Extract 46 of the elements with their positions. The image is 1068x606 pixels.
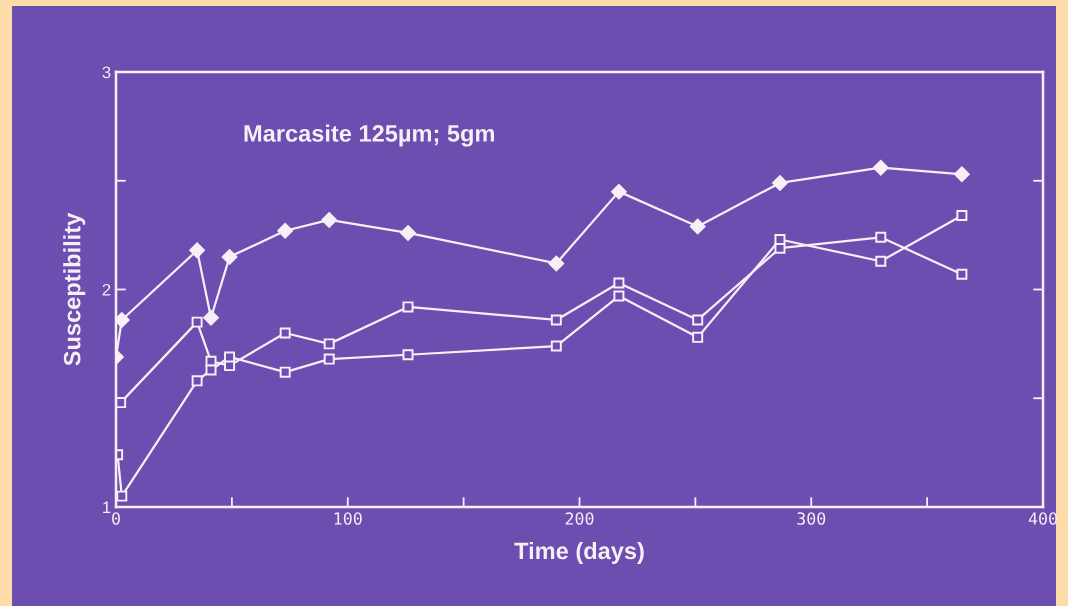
point (191, 316, 203, 328)
point (116, 397, 127, 409)
point (116, 312, 130, 328)
point (613, 277, 625, 289)
text: Marcasite 125µm; 5gm (244, 124, 494, 147)
point (613, 290, 625, 302)
point (402, 301, 414, 313)
point (224, 351, 236, 363)
point (872, 159, 889, 176)
point (191, 375, 203, 387)
point (956, 268, 968, 280)
x-tick-label: 200 (565, 512, 594, 525)
point (692, 331, 704, 343)
point (116, 490, 128, 502)
point (203, 309, 219, 326)
point (772, 175, 788, 191)
y-tick-label: 1 (103, 501, 111, 514)
point (221, 249, 238, 265)
point (277, 222, 294, 239)
point (956, 210, 968, 222)
point (875, 231, 887, 243)
point (689, 218, 706, 235)
y-axis-title: Susceptibility (63, 212, 86, 366)
point (954, 166, 970, 183)
x-axis-title: Time (days) (514, 541, 644, 564)
point (279, 366, 291, 378)
point (279, 327, 291, 339)
point (321, 212, 338, 228)
point (774, 233, 786, 245)
point (548, 255, 565, 272)
point (189, 242, 205, 259)
point (400, 225, 416, 241)
y-tick-label: 2 (102, 283, 111, 296)
point (875, 255, 887, 267)
point (692, 314, 704, 326)
point (323, 353, 335, 365)
y-tick-label: 3 (102, 66, 111, 79)
point (402, 349, 414, 361)
point (205, 364, 217, 376)
point (550, 340, 562, 352)
point (550, 314, 562, 326)
x-tick-label: 0 (112, 512, 120, 525)
x-tick-label: 100 (334, 512, 362, 525)
x-tick-label: 300 (797, 512, 826, 525)
point (323, 338, 335, 350)
point (611, 183, 627, 200)
